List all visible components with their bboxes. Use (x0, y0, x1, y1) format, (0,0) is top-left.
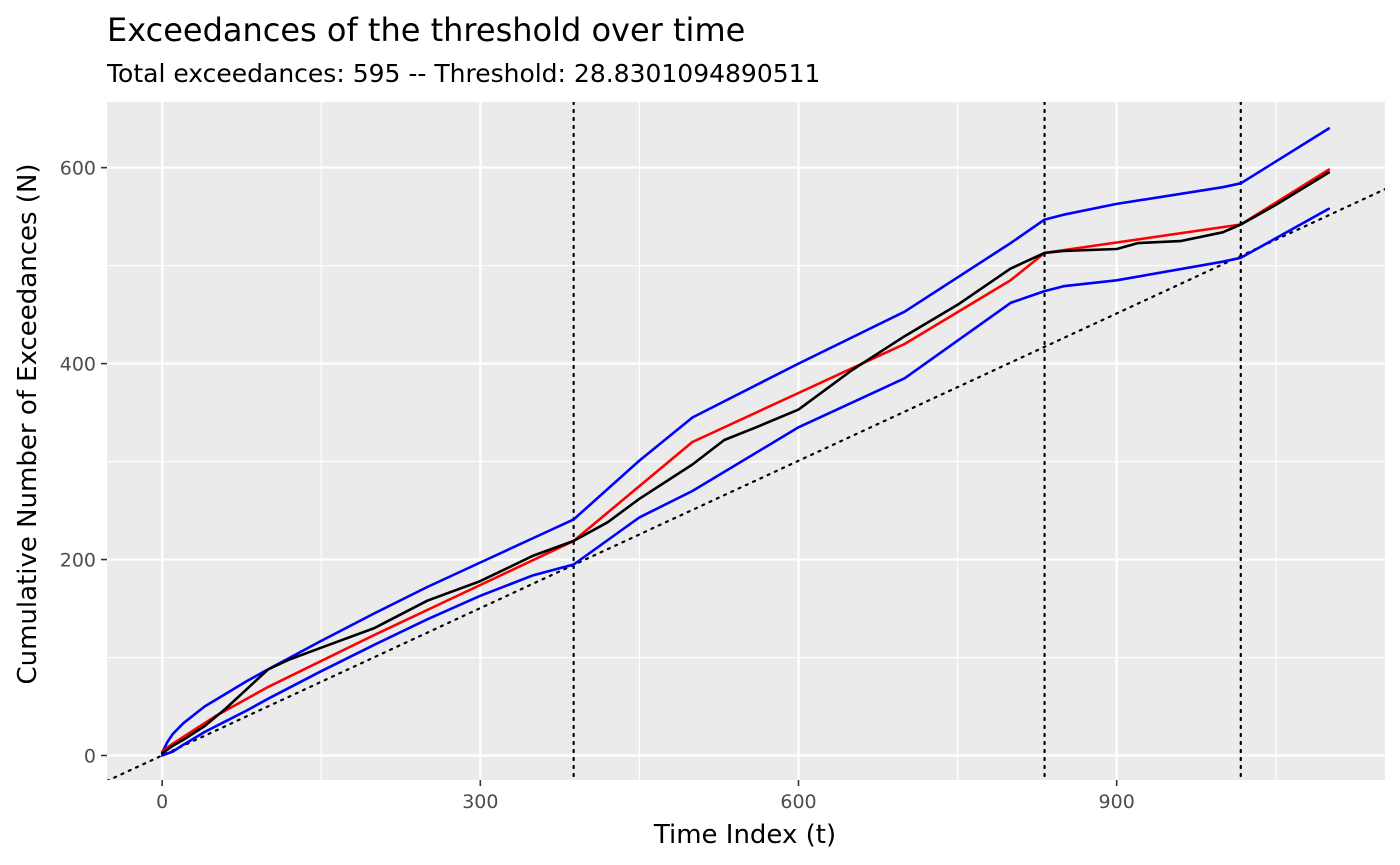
chart-title: Exceedances of the threshold over time (107, 11, 745, 49)
upper-bound-series-line (160, 127, 1331, 754)
x-axis-title: Time Index (t) (653, 820, 836, 850)
x-axis: 0 300 600 900 (156, 780, 1135, 813)
grid-major (107, 102, 1385, 780)
y-tick-label: 200 (60, 550, 96, 572)
grid-minor (107, 102, 1385, 780)
plot-panel (107, 102, 1385, 780)
x-tick-label: 600 (780, 791, 816, 813)
y-tick-label: 400 (60, 354, 96, 376)
x-tick-label: 0 (156, 791, 168, 813)
y-tick-label: 600 (60, 158, 96, 180)
y-axis-title: Cumulative Number of Exceedances (N) (13, 163, 43, 684)
x-tick-label: 300 (462, 791, 498, 813)
series-layer (107, 102, 1385, 780)
chart-subtitle: Total exceedances: 595 -- Threshold: 28.… (106, 59, 820, 88)
y-tick-label: 0 (84, 746, 96, 768)
reference-line (107, 188, 1385, 780)
x-tick-label: 900 (1099, 791, 1135, 813)
y-axis: 0 200 400 600 (60, 158, 107, 768)
lower-bound-series-line (160, 207, 1331, 757)
observed-series-line (160, 171, 1331, 755)
